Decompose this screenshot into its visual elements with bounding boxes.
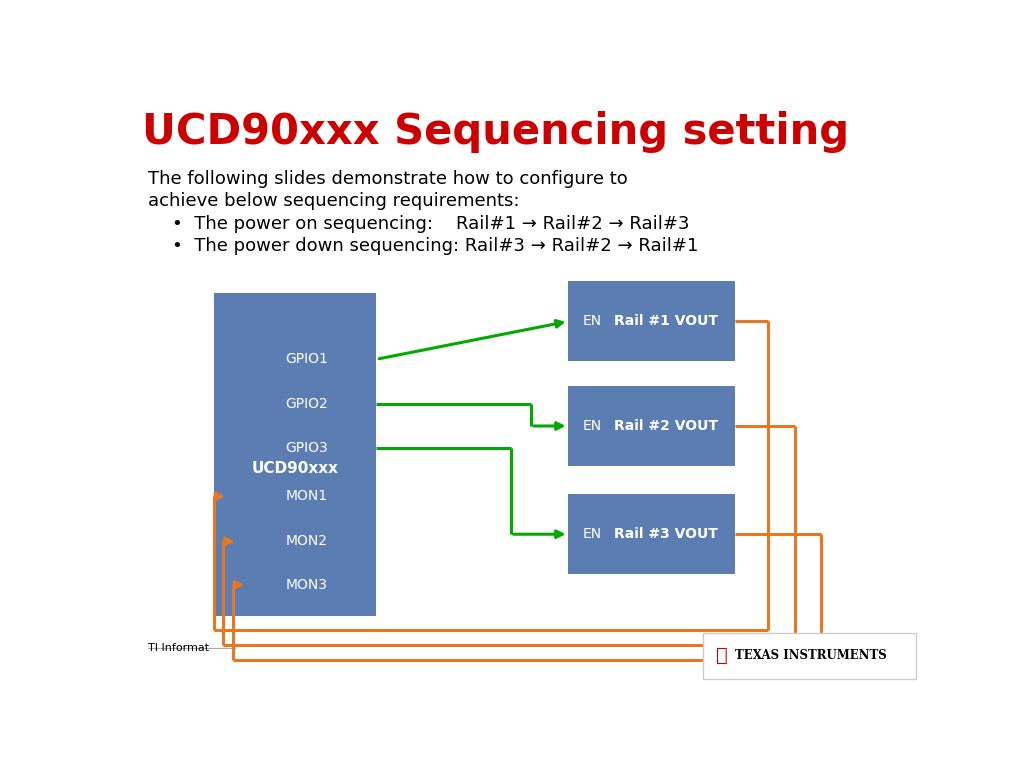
Text: GPIO1: GPIO1 (285, 353, 328, 366)
Text: EN: EN (583, 419, 602, 433)
Text: GPIO3: GPIO3 (285, 441, 328, 455)
Bar (703, 633, 916, 679)
Text: TEXAS INSTRUMENTS: TEXAS INSTRUMENTS (734, 649, 887, 662)
Text: EN: EN (583, 314, 602, 328)
Text: •  The power down sequencing: Rail#3 → Rail#2 → Rail#1: • The power down sequencing: Rail#3 → Ra… (172, 237, 698, 255)
Bar (568, 386, 735, 466)
Text: GPIO2: GPIO2 (285, 397, 328, 412)
Text: MON1: MON1 (286, 489, 328, 503)
Text: Rail #1 VOUT: Rail #1 VOUT (614, 314, 719, 328)
Text: MON3: MON3 (286, 578, 328, 592)
Text: Rail #3 VOUT: Rail #3 VOUT (614, 527, 719, 541)
Text: UCD90xxx Sequencing setting: UCD90xxx Sequencing setting (142, 111, 850, 153)
Bar (568, 495, 735, 574)
Text: UCD90xxx: UCD90xxx (252, 462, 339, 476)
Text: Rail #2 VOUT: Rail #2 VOUT (614, 419, 719, 433)
Text: MON2: MON2 (286, 535, 328, 548)
Text: The following slides demonstrate how to configure to: The following slides demonstrate how to … (147, 170, 628, 188)
Text: TI Informat: TI Informat (147, 644, 209, 654)
Bar (568, 281, 735, 361)
Text: 🐂: 🐂 (716, 646, 727, 664)
Text: EN: EN (583, 527, 602, 541)
Bar (214, 293, 377, 615)
Text: •  The power on sequencing:    Rail#1 → Rail#2 → Rail#3: • The power on sequencing: Rail#1 → Rail… (172, 214, 689, 233)
Text: achieve below sequencing requirements:: achieve below sequencing requirements: (147, 191, 519, 210)
